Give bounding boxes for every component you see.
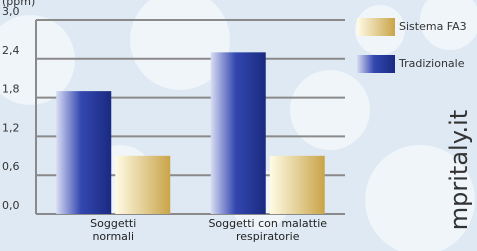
legend-swatch bbox=[357, 55, 395, 73]
bar bbox=[56, 91, 111, 214]
y-tick-label: 3,0 bbox=[2, 5, 20, 18]
chart-area: (ppm) mpritaly.it 0,00,61,21,82,43,0Sist… bbox=[0, 0, 477, 251]
bar bbox=[270, 156, 325, 214]
y-tick-label: 1,2 bbox=[2, 121, 20, 134]
bar bbox=[115, 156, 170, 214]
y-tick-label: 0,0 bbox=[2, 199, 20, 212]
chart: (ppm) mpritaly.it 0,00,61,21,82,43,0Sist… bbox=[0, 0, 477, 251]
y-tick-label: 2,4 bbox=[2, 44, 20, 57]
y-tick-label: 1,8 bbox=[2, 83, 20, 96]
legend-label: Tradizionale bbox=[398, 57, 465, 70]
bar bbox=[211, 52, 266, 214]
legend-label: Sistema FA3 bbox=[399, 20, 467, 33]
x-tick-label: Soggetti normali bbox=[78, 217, 148, 243]
watermark: mpritaly.it bbox=[445, 110, 473, 230]
x-tick-label: Soggetti con malattie respiratorie bbox=[208, 217, 328, 243]
legend-swatch bbox=[357, 18, 395, 36]
y-tick-label: 0,6 bbox=[2, 160, 20, 173]
